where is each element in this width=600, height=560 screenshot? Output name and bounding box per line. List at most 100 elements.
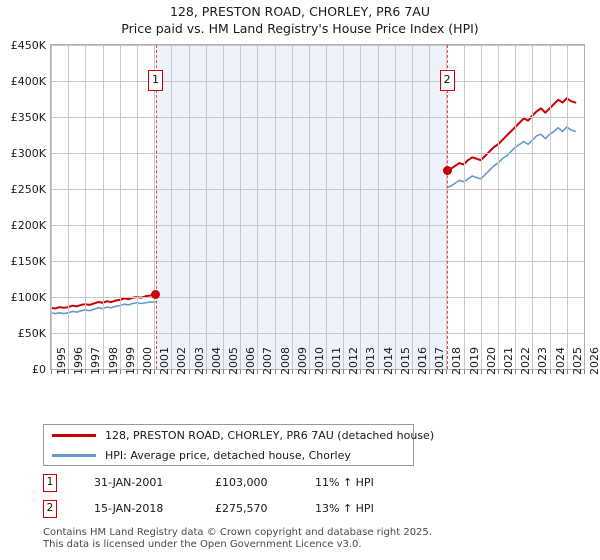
x-axis-tick [171,370,172,374]
x-axis-tick-label: 2000 [140,347,154,375]
x-axis-tick-label: 2014 [381,347,395,375]
sale-record-date: 15-JAN-2018 [94,502,164,515]
title-line-2: Price paid vs. HM Land Registry's House … [121,21,479,36]
legend-color-swatch [52,454,96,457]
y-axis-tick-label: £300K [10,146,46,160]
x-axis-tick-label: 2016 [416,347,430,375]
x-axis-tick-label: 2018 [450,347,464,375]
x-axis-tick [309,370,310,374]
gridline-horizontal [51,117,584,118]
gridline-vertical [446,45,447,369]
gridline-vertical [481,45,482,369]
y-axis-tick-label: £450K [10,38,46,52]
chart-legend: 128, PRESTON ROAD, CHORLEY, PR6 7AU (det… [43,424,434,466]
footer-attribution: Contains HM Land Registry data © Crown c… [43,527,583,551]
page-title: 128, PRESTON ROAD, CHORLEY, PR6 7AU Pric… [0,3,600,37]
gridline-vertical [395,45,396,369]
gridline-vertical [326,45,327,369]
sale-record-price: £103,000 [215,476,268,489]
x-axis-tick [395,370,396,374]
footer-line-1: Contains HM Land Registry data © Crown c… [43,527,432,538]
x-axis-tick [257,370,258,374]
x-axis-tick [326,370,327,374]
gridline-vertical [360,45,361,369]
gridline-horizontal [51,297,584,298]
sale-record-row[interactable]: 1 31-JAN-2001 £103,000 11% ↑ HPI [43,472,443,498]
legend-item-1[interactable]: HPI: Average price, detached house, Chor… [44,445,413,466]
gridline-vertical [309,45,310,369]
x-axis-tick-label: 2017 [433,347,447,375]
gridline-horizontal [51,189,584,190]
footer-line-2: This data is licensed under the Open Gov… [43,539,362,550]
legend-item-0[interactable]: 128, PRESTON ROAD, CHORLEY, PR6 7AU (det… [44,425,434,446]
gridline-vertical [223,45,224,369]
sale-record-row[interactable]: 2 15-JAN-2018 £275,570 13% ↑ HPI [43,498,443,524]
sale-record-price: £275,570 [215,502,268,515]
x-axis-tick [498,370,499,374]
x-axis-tick-label: 2023 [536,347,550,375]
x-axis-tick [481,370,482,374]
gridline-vertical [412,45,413,369]
gridline-vertical [68,45,69,369]
y-axis-tick-label: £100K [10,290,46,304]
gridline-vertical [85,45,86,369]
y-axis-tick-label: £200K [10,218,46,232]
gridline-vertical [240,45,241,369]
sale-record-index-badge: 2 [43,500,57,518]
x-axis-tick [550,370,551,374]
gridline-vertical [189,45,190,369]
sale-vertical-line-2 [447,45,449,369]
gridline-horizontal [51,261,584,262]
gridline-vertical [498,45,499,369]
x-axis-tick-label: 1997 [89,347,103,375]
sale-record-hpi-delta: 11% ↑ HPI [315,476,374,489]
gridline-vertical [206,45,207,369]
gridline-vertical [567,45,568,369]
x-axis-tick [68,370,69,374]
x-axis-tick-label: 1998 [106,347,120,375]
x-axis-tick [567,370,568,374]
x-axis-tick-label: 2009 [295,347,309,375]
sale-point-2[interactable] [442,166,452,176]
x-axis-tick [103,370,104,374]
y-axis-tick-label: £350K [10,110,46,124]
x-axis-tick [189,370,190,374]
gridline-horizontal [51,81,584,82]
gridline-horizontal [51,225,584,226]
gridline-vertical [51,45,52,369]
x-axis-tick [292,370,293,374]
gridline-horizontal [51,45,584,46]
x-axis-tick-label: 2021 [502,347,516,375]
x-axis-tick-label: 2006 [244,347,258,375]
x-axis-tick-label: 1999 [123,347,137,375]
gridline-vertical [154,45,155,369]
x-axis-tick-label: 2015 [398,347,412,375]
gridline-vertical [137,45,138,369]
x-axis-tick [360,370,361,374]
x-axis-tick [120,370,121,374]
x-axis-tick-label: 2025 [570,347,584,375]
gridline-vertical [378,45,379,369]
sale-marker-box-2[interactable]: 2 [439,70,455,91]
title-line-1: 128, PRESTON ROAD, CHORLEY, PR6 7AU [170,4,430,19]
y-axis-tick-label: £250K [10,182,46,196]
sale-marker-box-1[interactable]: 1 [148,70,164,91]
x-axis-tick [85,370,86,374]
x-axis-tick-label: 2026 [588,347,600,375]
y-axis-tick-label: £400K [10,74,46,88]
x-axis-tick [240,370,241,374]
gridline-vertical [532,45,533,369]
x-axis-tick-label: 2013 [364,347,378,375]
x-axis-tick-label: 2010 [312,347,326,375]
legend-color-swatch [52,434,96,437]
y-axis-tick-label: £0 [32,362,46,376]
y-axis-tick-label: £150K [10,254,46,268]
gridline-vertical [464,45,465,369]
x-axis-tick-label: 2012 [347,347,361,375]
x-axis-tick [464,370,465,374]
x-axis-tick-label: 2011 [330,347,344,375]
sale-point-1[interactable] [151,290,161,300]
x-axis-tick-label: 2002 [175,347,189,375]
sale-record-index-badge: 1 [43,474,57,492]
